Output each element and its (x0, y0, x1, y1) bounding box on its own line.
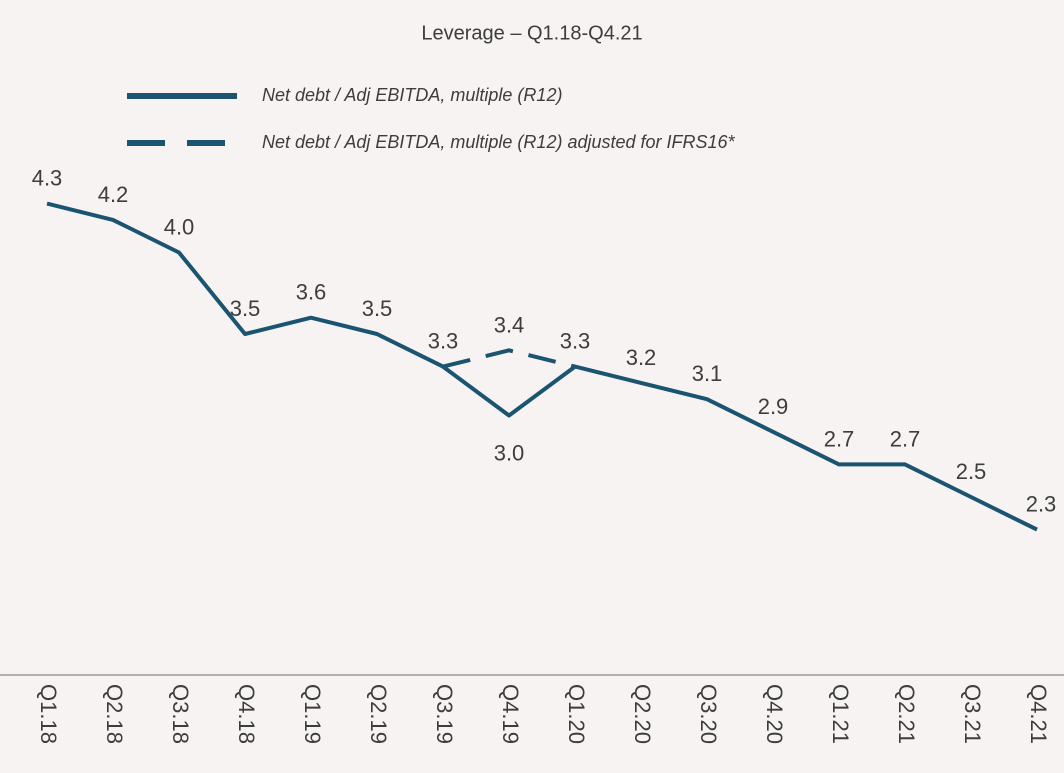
x-tick-label: Q4.21 (1026, 684, 1051, 744)
x-tick-label: Q3.21 (960, 684, 985, 744)
data-label: 4.2 (98, 182, 129, 207)
x-tick-label: Q4.19 (498, 684, 523, 744)
legend-label: Net debt / Adj EBITDA, multiple (R12) ad… (262, 132, 736, 152)
x-tick-label: Q4.20 (762, 684, 787, 744)
data-label: 3.2 (626, 345, 657, 370)
data-label: 2.7 (890, 426, 921, 451)
data-label: 3.3 (560, 329, 591, 354)
data-label: 4.3 (32, 166, 63, 191)
data-label: 3.6 (296, 280, 327, 305)
x-tick-label: Q1.19 (300, 684, 325, 744)
data-label: 2.5 (956, 459, 987, 484)
data-label: 3.0 (494, 441, 525, 466)
data-label: 3.3 (428, 329, 459, 354)
line (442, 348, 576, 369)
legend-label: Net debt / Adj EBITDA, multiple (R12) (262, 85, 562, 105)
x-tick-label: Q3.18 (168, 684, 193, 744)
x-tick-label: Q2.19 (366, 684, 391, 744)
data-label: 2.9 (758, 394, 789, 419)
x-tick-label: Q1.18 (36, 684, 61, 744)
x-tick-label: Q2.18 (102, 684, 127, 744)
x-tick-label: Q3.19 (432, 684, 457, 744)
x-tick-label: Q3.20 (696, 684, 721, 744)
x-tick-label: Q2.21 (894, 684, 919, 744)
line (46, 201, 1038, 532)
x-tick-label: Q4.18 (234, 684, 259, 744)
chart-title: Leverage – Q1.18-Q4.21 (421, 22, 642, 44)
x-tick-label: Q1.20 (564, 684, 589, 744)
data-label: 3.5 (362, 296, 393, 321)
data-label: 3.5 (230, 296, 261, 321)
data-label: 3.1 (692, 361, 723, 386)
data-label: 2.3 (1026, 492, 1057, 517)
data-label: 3.4 (494, 312, 525, 337)
x-tick-label: Q1.21 (828, 684, 853, 744)
x-tick-label: Q2.20 (630, 684, 655, 744)
data-label: 2.7 (824, 426, 855, 451)
data-label: 4.0 (164, 215, 195, 240)
